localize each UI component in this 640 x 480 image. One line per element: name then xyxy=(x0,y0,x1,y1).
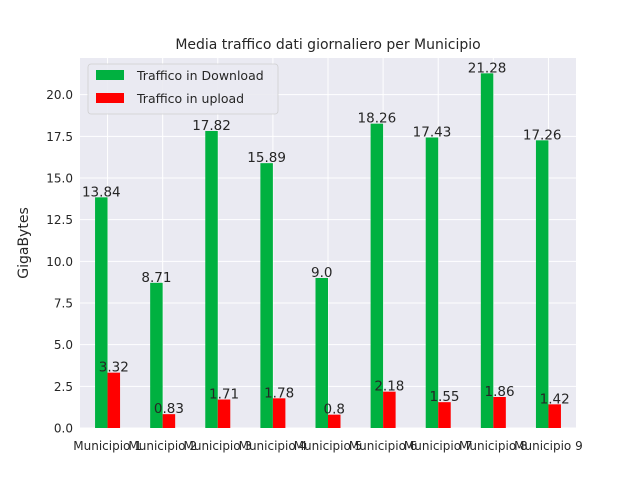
bar-download xyxy=(370,123,384,429)
y-axis: 0.0 2.5 5.0 7.5 10.0 12.5 15.0 17.5 20.0 xyxy=(46,88,73,435)
bar-upload xyxy=(328,414,341,428)
x-tick-label: Municipio 1 xyxy=(73,439,142,453)
bar-upload xyxy=(438,402,451,428)
bar-upload xyxy=(383,391,396,428)
x-tick-label: Municipio 4 xyxy=(239,439,308,453)
legend-box xyxy=(87,63,279,115)
y-tick-label: 10.0 xyxy=(46,255,73,269)
data-label-download: 13.84 xyxy=(82,184,121,200)
legend: Traffico in Download Traffico in upload xyxy=(87,63,279,115)
x-tick-label: Municipio 7 xyxy=(404,439,473,453)
data-label-download: 18.26 xyxy=(358,111,397,127)
bar-upload xyxy=(272,398,286,428)
x-tick-label: Municipio 5 xyxy=(294,439,363,453)
data-label-upload: 0.8 xyxy=(324,402,345,418)
y-tick-label: 5.0 xyxy=(54,338,73,352)
bar-upload xyxy=(162,414,176,428)
y-tick-label: 2.5 xyxy=(54,380,73,394)
data-label-upload: 3.32 xyxy=(99,360,129,376)
data-label-download: 17.43 xyxy=(413,125,452,141)
bar-download xyxy=(425,137,439,428)
data-label-download: 9.0 xyxy=(311,265,332,281)
bar-download xyxy=(150,282,163,428)
x-tick-label: Municipio 8 xyxy=(459,439,528,453)
legend-label-upload: Traffico in upload xyxy=(136,91,244,106)
bar-download xyxy=(205,131,218,428)
chart-title: Media traffico dati giornaliero per Muni… xyxy=(175,37,480,53)
y-tick-label: 17.5 xyxy=(46,130,73,144)
y-tick-label: 7.5 xyxy=(54,297,73,311)
data-label-upload: 1.55 xyxy=(429,389,459,405)
legend-label-download: Traffico in Download xyxy=(136,68,264,83)
data-label-download: 17.26 xyxy=(523,127,562,143)
bar-download xyxy=(315,278,328,428)
y-tick-label: 12.5 xyxy=(46,213,73,227)
legend-swatch-download xyxy=(96,70,124,80)
x-tick-label: Municipio 9 xyxy=(514,439,583,453)
data-label-upload: 2.18 xyxy=(374,379,404,395)
data-label-upload: 1.78 xyxy=(264,385,294,401)
data-label-download: 15.89 xyxy=(247,150,286,166)
y-tick-label: 20.0 xyxy=(46,88,73,102)
bar-download xyxy=(260,163,273,428)
bars xyxy=(95,73,561,429)
x-tick-label: Municipio 2 xyxy=(128,439,197,453)
bar-download xyxy=(480,73,494,428)
bar-download xyxy=(95,197,108,428)
data-label-download: 21.28 xyxy=(468,60,507,76)
x-tick-label: Municipio 3 xyxy=(183,439,252,453)
data-label-download: 17.82 xyxy=(192,118,231,134)
data-labels: 13.84 8.71 17.82 15.89 9.0 18.26 17.43 21.28 17.… xyxy=(82,60,570,417)
bar-upload xyxy=(493,397,506,428)
y-axis-label: GigaBytes xyxy=(16,207,32,279)
y-tick-label: 0.0 xyxy=(54,422,73,436)
bar-upload xyxy=(107,372,121,428)
data-label-upload: 1.71 xyxy=(209,387,239,403)
bar-upload xyxy=(548,404,561,428)
data-label-upload: 1.42 xyxy=(540,391,570,407)
data-label-upload: 0.83 xyxy=(154,401,184,417)
x-tick-label: Municipio 6 xyxy=(349,439,418,453)
legend-swatch-upload xyxy=(96,93,124,103)
y-tick-label: 15.0 xyxy=(46,172,73,186)
data-label-upload: 1.86 xyxy=(485,384,515,400)
data-label-download: 8.71 xyxy=(141,270,171,286)
bar-upload xyxy=(217,399,231,428)
bar-download xyxy=(535,140,549,429)
